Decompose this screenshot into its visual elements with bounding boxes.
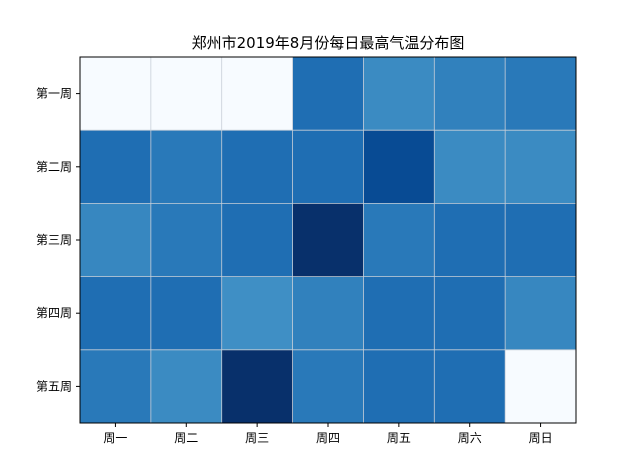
x-axis: 周一 周二 周三 周四 周五 周六 周日 (103, 423, 553, 445)
heatmap-cell-3-0 (80, 276, 151, 350)
heatmap-cell-0-1 (150, 57, 222, 131)
heatmap-cell-3-2 (221, 276, 293, 350)
heatmap-cell-0-0 (80, 57, 151, 131)
y-tick-label: 第三周 (36, 233, 72, 247)
heatmap-cell-4-3 (292, 349, 364, 423)
heatmap-cell-4-1 (150, 349, 222, 423)
heatmap-cell-3-4 (363, 276, 435, 350)
y-tick-label: 第二周 (36, 160, 72, 174)
x-tick-label: 周五 (387, 431, 411, 445)
x-tick-label: 周一 (103, 431, 127, 445)
heatmap-cell-2-2 (221, 203, 293, 277)
y-tick-label: 第四周 (36, 306, 72, 320)
y-tick-label: 第一周 (36, 87, 72, 101)
heatmap-cell-0-2 (221, 57, 293, 131)
x-tick-label: 周二 (174, 431, 198, 445)
heatmap-cells (80, 57, 576, 423)
heatmap-cell-4-5 (434, 349, 506, 423)
heatmap-cell-4-2 (221, 349, 293, 423)
y-tick-label: 第五周 (36, 379, 72, 393)
heatmap-cell-3-1 (150, 276, 222, 350)
heatmap-cell-4-6 (505, 349, 576, 423)
heatmap-cell-1-1 (150, 130, 222, 204)
heatmap-cell-3-5 (434, 276, 506, 350)
x-tick-label: 周日 (529, 431, 553, 445)
heatmap-cell-1-6 (505, 130, 576, 204)
heatmap-gridlines (80, 57, 576, 423)
heatmap-cell-3-6 (505, 276, 576, 350)
heatmap-cell-4-4 (363, 349, 435, 423)
heatmap-cell-0-5 (434, 57, 506, 131)
heatmap-cell-4-0 (80, 349, 151, 423)
heatmap-cell-2-3 (292, 203, 364, 277)
heatmap-cell-1-0 (80, 130, 151, 204)
heatmap-cell-1-3 (292, 130, 364, 204)
x-tick-label: 周六 (458, 431, 482, 445)
heatmap-cell-1-5 (434, 130, 506, 204)
heatmap-cell-2-6 (505, 203, 576, 277)
heatmap-cell-3-3 (292, 276, 364, 350)
heatmap-cell-2-4 (363, 203, 435, 277)
heatmap-cell-0-3 (292, 57, 364, 131)
heatmap-cell-2-1 (150, 203, 222, 277)
heatmap-cell-0-4 (363, 57, 435, 131)
heatmap-cell-1-2 (221, 130, 293, 204)
heatmap-cell-0-6 (505, 57, 576, 131)
x-tick-label: 周四 (316, 431, 340, 445)
x-tick-label: 周三 (245, 431, 269, 445)
heatmap-cell-1-4 (363, 130, 435, 204)
chart-title: 郑州市2019年8月份每日最高气温分布图 (192, 34, 465, 52)
heatmap-cell-2-0 (80, 203, 151, 277)
heatmap-cell-2-5 (434, 203, 506, 277)
